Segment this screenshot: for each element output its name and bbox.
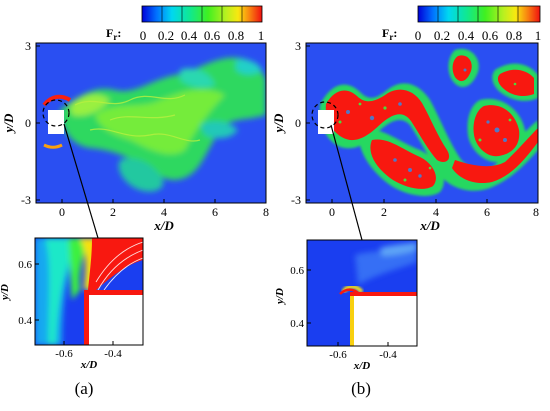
panel-a-zoom-x-tick-0: -0.6 bbox=[55, 348, 73, 360]
panel-a-x-tick-4: 8 bbox=[263, 205, 269, 219]
panel-b-x-tick-3: 6 bbox=[484, 205, 490, 219]
panel-a-ylabel: y/D bbox=[1, 113, 16, 134]
colorbar-a-tick-1: 0.2 bbox=[158, 28, 174, 43]
colorbar-a-tick-0: 0 bbox=[140, 28, 147, 43]
panel-b-x-tick-2: 4 bbox=[433, 205, 439, 219]
panel-b-body bbox=[318, 110, 334, 134]
panel-b-xlabel: x/D bbox=[419, 218, 440, 233]
panel-b-x-tick-1: 2 bbox=[381, 205, 387, 219]
panel-a-caption: (a) bbox=[75, 379, 94, 398]
panel-b-y-tick-1: 0 bbox=[295, 116, 301, 130]
panel-b-y-tick-2: -3 bbox=[291, 193, 301, 207]
panel-a-zoom-body bbox=[89, 295, 143, 345]
colorbar-a-tick-3: 0.6 bbox=[204, 28, 221, 43]
panel-b-contour bbox=[305, 42, 539, 204]
colorbar-a-title: Fr: bbox=[106, 26, 121, 42]
panel-b-zoom-x-tick-0: -0.6 bbox=[329, 349, 347, 361]
panel-a-zoom-xlabel: x/D bbox=[80, 359, 98, 371]
panel-a-x-tick-3: 6 bbox=[212, 205, 218, 219]
panel-a-y-tick-1: 0 bbox=[25, 116, 31, 130]
colorbar-b-title: Fr: bbox=[382, 26, 397, 42]
panel-b-zoom-connector bbox=[330, 124, 363, 241]
panel-b-zoom-xlabel: x/D bbox=[353, 360, 371, 372]
panel-b-zoom-body bbox=[354, 296, 417, 346]
panel-b-zoom bbox=[306, 239, 418, 347]
panel-a-y-tick-2: -3 bbox=[21, 193, 31, 207]
colorbar-b-tick-4: 0.8 bbox=[506, 28, 522, 43]
colorbar-a-tick-5: 1 bbox=[258, 28, 265, 43]
panel-b-zoom-ylabel: y/D bbox=[274, 288, 286, 306]
panel-b-zoom-y-tick-0: 0.6 bbox=[290, 265, 304, 277]
colorbar-a: Fr: 0 0.2 0.4 0.6 0.8 1 bbox=[106, 5, 265, 43]
panel-a-zoom-connector bbox=[63, 123, 99, 239]
panel-b-x-tick-0: 0 bbox=[329, 205, 335, 219]
panel-a-x-tick-2: 4 bbox=[161, 205, 167, 219]
panel-b-zoom-x-tick-1: -0.4 bbox=[379, 349, 397, 361]
colorbar-b-tick-3: 0.6 bbox=[482, 28, 499, 43]
colorbar-b-tick-5: 1 bbox=[535, 28, 542, 43]
colorbar-b-tick-1: 0.2 bbox=[434, 28, 450, 43]
panel-a-x-tick-1: 2 bbox=[110, 205, 116, 219]
colorbar-b-tick-2: 0.4 bbox=[458, 28, 475, 43]
colorbar-a-tick-2: 0.4 bbox=[181, 28, 198, 43]
panel-b-caption: (b) bbox=[351, 379, 371, 398]
colorbar-b: Fr: 0 0.2 0.4 0.6 0.8 1 bbox=[382, 5, 542, 43]
colorbar-b-tick-0: 0 bbox=[415, 28, 422, 43]
panel-a-zoom-y-tick-0: 0.6 bbox=[18, 259, 32, 271]
panel-a-zoom bbox=[34, 237, 144, 346]
panel-a-contour bbox=[35, 42, 267, 204]
panel-a-body bbox=[48, 110, 64, 134]
panel-b-zoom-y-tick-1: 0.4 bbox=[290, 318, 304, 330]
panel-b-ylabel: y/D bbox=[271, 113, 286, 134]
panel-a-y-tick-0: 3 bbox=[25, 39, 31, 53]
panel-a-zoom-x-tick-1: -0.4 bbox=[104, 348, 122, 360]
panel-a-zoom-y-tick-1: 0.4 bbox=[18, 315, 32, 327]
colorbar-b-gradient bbox=[417, 5, 541, 23]
panel-b-zoom-circle bbox=[311, 101, 339, 129]
panel-a-zoom-ylabel: y/D bbox=[0, 284, 11, 302]
panel-b-x-tick-4: 8 bbox=[533, 205, 539, 219]
panel-b-y-tick-0: 3 bbox=[295, 39, 301, 53]
panel-a-zoom-circle bbox=[42, 99, 70, 127]
panel-a-xlabel: x/D bbox=[153, 218, 174, 233]
panel-a-x-tick-0: 0 bbox=[59, 205, 65, 219]
colorbar-a-tick-4: 0.8 bbox=[228, 28, 244, 43]
